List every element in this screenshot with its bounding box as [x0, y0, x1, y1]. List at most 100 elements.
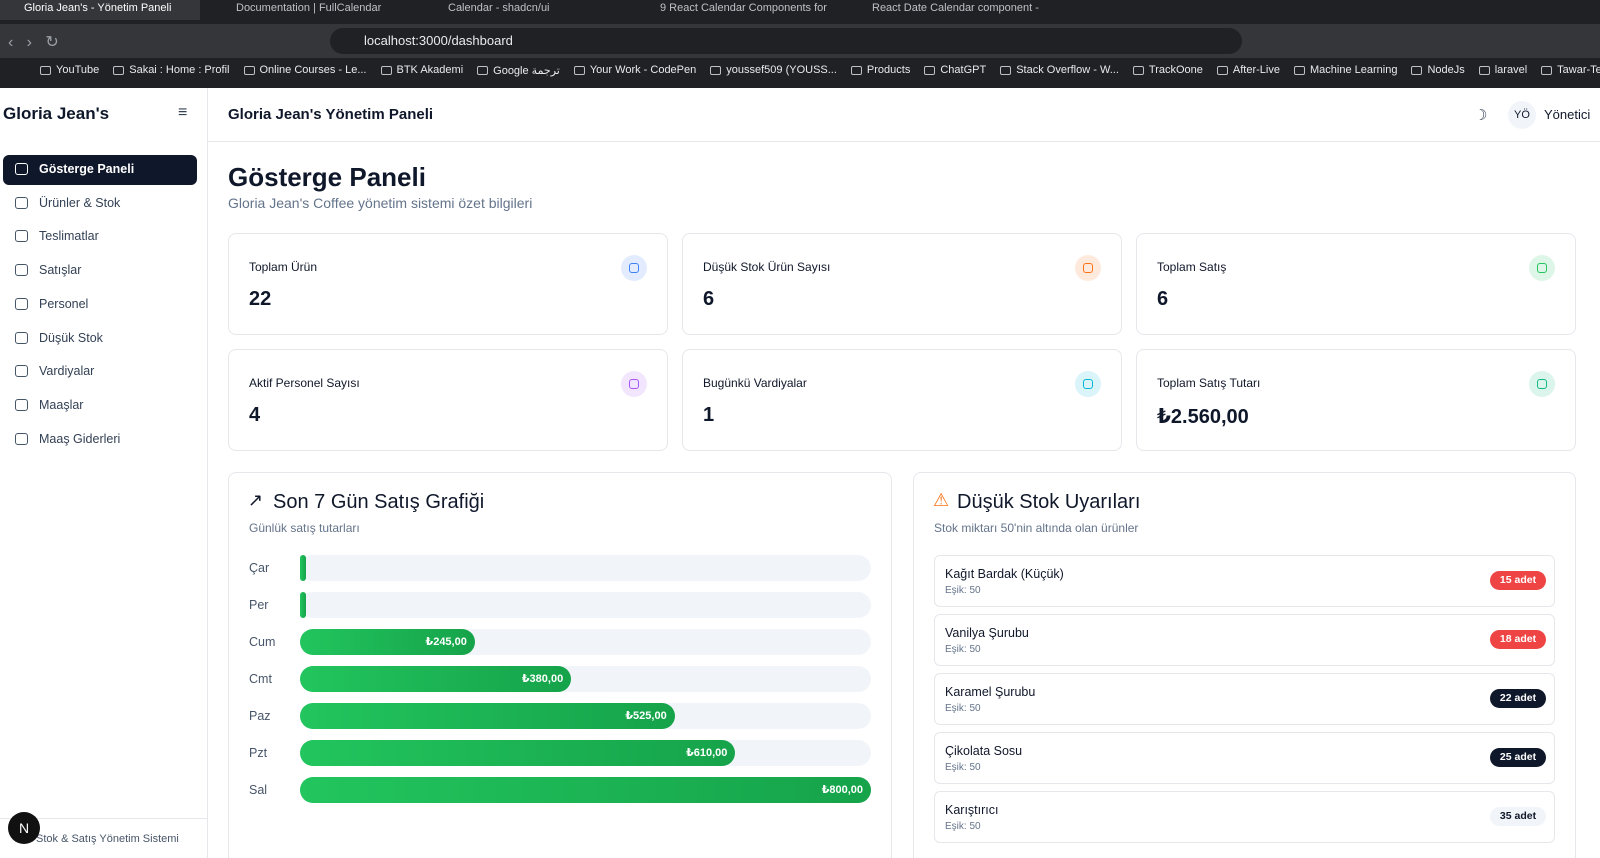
stat-icon-glyph [1537, 263, 1547, 273]
menu-item[interactable]: Gösterge Paneli [39, 162, 135, 176]
bookmark-icon[interactable] [243, 66, 255, 75]
menu-item[interactable]: Maaşlar [39, 397, 84, 412]
sidebar-footer: Stok & Satış Yönetim Sistemi [36, 833, 179, 845]
stat-card [1136, 349, 1576, 451]
bar [300, 777, 871, 803]
menu-item[interactable]: Personel [39, 296, 89, 311]
menu-toggle[interactable]: ≡ [178, 104, 188, 121]
bookmark[interactable]: Machine Learning [1309, 64, 1398, 76]
bookmark-icon[interactable] [1478, 66, 1490, 75]
stat-icon-glyph [1537, 379, 1547, 389]
bookmark-icon[interactable] [477, 66, 489, 75]
nav-buttons[interactable]: ‹ › ↻ [8, 34, 59, 51]
stat-label: Toplam Satış Tutarı [1157, 376, 1261, 390]
menu-icon [15, 264, 28, 277]
active-tab[interactable] [0, 0, 200, 20]
header-title: Gloria Jean's Yönetim Paneli [228, 106, 434, 123]
bookmark-icon[interactable] [1541, 66, 1553, 75]
stat-card [228, 233, 668, 335]
page-title: Gösterge Paneli [228, 162, 426, 192]
menu-item[interactable]: Düşük Stok [39, 330, 103, 345]
bookmark-icon[interactable] [850, 66, 862, 75]
dev-avatar[interactable]: N [8, 812, 40, 844]
brand: Gloria Jean's [3, 104, 110, 123]
menu-item[interactable]: Vardiyalar [39, 364, 95, 379]
bookmark[interactable]: ChatGPT [940, 64, 987, 76]
chart-card [228, 472, 892, 858]
bookmark-icon[interactable] [1132, 66, 1144, 75]
chart-title: Son 7 Gün Satış Grafiği [273, 491, 485, 513]
stock-threshold: Eşik: 50 [945, 644, 981, 655]
stat-card [682, 233, 1122, 335]
bookmark[interactable]: Sakai : Home : Profil [129, 64, 230, 76]
tab-title[interactable]: Calendar - shadcn/ui [448, 2, 550, 14]
bookmark[interactable]: Google ترجمة [493, 65, 560, 77]
stat-icon [1075, 371, 1101, 397]
bookmark-icon[interactable] [40, 66, 51, 75]
bookmark[interactable]: Products [866, 64, 911, 76]
menu-icon [15, 331, 28, 344]
tab-title[interactable]: 9 React Calendar Components for Yo [660, 2, 830, 14]
bookmark-icon[interactable] [573, 66, 585, 75]
stock-item [934, 791, 1555, 843]
user-name[interactable]: Yönetici [1544, 107, 1591, 122]
bookmark[interactable]: After-Live [1232, 64, 1280, 76]
menu-item[interactable]: Satışlar [39, 263, 82, 278]
menu-active[interactable] [3, 155, 197, 185]
bar [300, 740, 736, 766]
bookmark[interactable]: TrackOone [1148, 64, 1203, 76]
tab-title[interactable]: Documentation | FullCalendar [236, 2, 382, 14]
stat-icon [621, 371, 647, 397]
tab-title[interactable]: React Date Calendar component - M [872, 2, 1042, 14]
bookmark[interactable]: laravel [1494, 64, 1528, 76]
bookmark[interactable]: Online Courses - Le... [259, 64, 367, 76]
bookmark[interactable]: BTK Akademi [396, 64, 464, 76]
stock-item [934, 673, 1555, 725]
menu-item[interactable]: Teslimatlar [39, 229, 99, 244]
bar-label: ₺800,00 [821, 784, 863, 796]
theme-toggle[interactable]: ☽ [1474, 107, 1488, 124]
bookmark-icon[interactable] [924, 66, 936, 75]
bookmark[interactable]: Stack Overflow - W... [1016, 64, 1119, 76]
stat-label: Bugünkü Vardiyalar [703, 376, 807, 390]
stat-icon-glyph [629, 379, 639, 389]
stat-icon [1529, 371, 1555, 397]
bookmark-icon[interactable] [1216, 66, 1228, 75]
bookmark[interactable]: Your Work - CodePen [589, 64, 697, 76]
menu-item[interactable]: Maaş Giderleri [39, 431, 121, 446]
bar [300, 666, 572, 692]
bar [300, 703, 675, 729]
bookmark-icon[interactable] [710, 66, 722, 75]
url[interactable]: localhost:3000/dashboard [364, 33, 513, 48]
bookmark[interactable]: YouTube [56, 64, 100, 76]
bookmark[interactable]: NodeJs [1427, 64, 1465, 76]
bookmark-icon[interactable] [113, 66, 125, 75]
stock-name: Karıştırıcı [945, 803, 999, 817]
stat-label: Toplam Ürün [249, 260, 318, 274]
bookmark[interactable]: Tawar-Tec [1557, 64, 1600, 76]
user-avatar[interactable]: YÖ [1508, 101, 1536, 129]
bookmark[interactable]: youssef509 (YOUSS... [726, 64, 837, 76]
stock-name: Vanilya Şurubu [945, 626, 1029, 640]
bookmark-icon[interactable] [1000, 66, 1012, 75]
stat-icon [1075, 255, 1101, 281]
bookmark-icon[interactable] [1411, 66, 1423, 75]
address-bar[interactable] [330, 28, 1242, 54]
stock-badge: 18 adet [1490, 630, 1546, 649]
category-label: Cum [249, 635, 276, 649]
low-stock-title: Düşük Stok Uyarıları [957, 491, 1141, 513]
category-label: Cmt [249, 672, 272, 686]
stat-icon [1529, 255, 1555, 281]
menu-item[interactable]: Ürünler & Stok [39, 195, 121, 210]
stat-value: 6 [703, 288, 715, 310]
low-stock-card [913, 472, 1576, 858]
stat-value: 4 [249, 404, 261, 426]
bookmark-icon[interactable] [1293, 66, 1305, 75]
category-label: Sal [249, 783, 268, 797]
bookmark-icon[interactable] [380, 66, 392, 75]
tab-title[interactable]: Gloria Jean's - Yönetim Paneli [24, 2, 172, 14]
stock-badge: 22 adet [1490, 689, 1546, 708]
stock-badge: 35 adet [1490, 807, 1546, 826]
